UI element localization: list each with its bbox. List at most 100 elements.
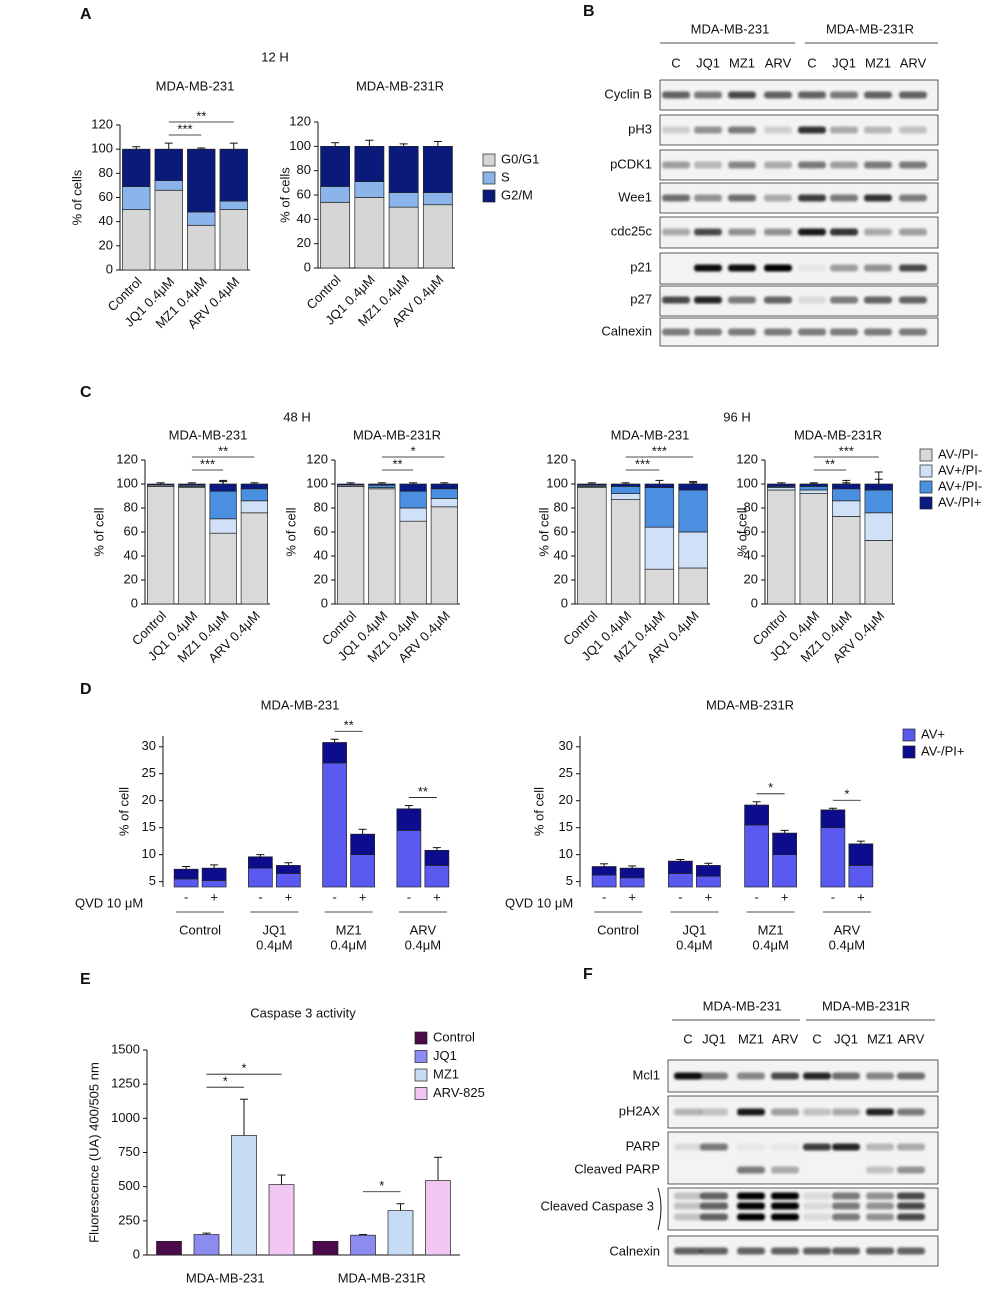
y-axis-label: Fluorescence (UA) 400/505 nm	[86, 1062, 101, 1243]
bar-segment	[799, 489, 828, 494]
significance-label: *	[241, 1061, 246, 1076]
blot-band	[694, 228, 722, 236]
bar-segment	[399, 520, 427, 605]
bar-segment	[619, 877, 645, 888]
y-tick-label: 0	[106, 261, 113, 276]
bar-segment	[276, 865, 301, 874]
bar-segment	[678, 483, 708, 491]
blot-band	[803, 1108, 831, 1116]
bar-segment	[767, 483, 796, 487]
significance-label: **	[218, 443, 228, 458]
treatment-label: -	[407, 889, 411, 904]
blot-band	[830, 264, 858, 272]
bar-segment	[820, 809, 846, 829]
blot-band	[728, 161, 756, 169]
bar-segment	[644, 526, 675, 570]
blot-band	[803, 1247, 831, 1255]
bar-segment	[864, 483, 893, 491]
legend-swatch	[919, 480, 933, 494]
blot-band	[864, 91, 892, 99]
treatment-label: +	[433, 889, 441, 904]
blot-band	[866, 1192, 894, 1200]
y-tick-label: 10	[142, 846, 156, 861]
treatment-title: QVD 10 μM	[75, 895, 143, 910]
bar-segment	[219, 148, 248, 202]
legend-label: AV-/PI-	[938, 446, 978, 461]
y-tick-label: 0	[751, 595, 758, 610]
blot-row-label: cdc25c	[611, 223, 653, 238]
legend-label: S	[501, 169, 510, 184]
blot-band	[700, 1192, 728, 1200]
lane-label: C	[671, 55, 680, 70]
blot-band	[771, 1108, 799, 1116]
y-tick-label: 120	[91, 116, 113, 131]
legend-swatch	[902, 728, 916, 742]
blot-band	[737, 1143, 765, 1151]
legend-swatch	[414, 1068, 428, 1082]
blot-band	[728, 126, 756, 134]
y-tick-label: 1250	[111, 1076, 140, 1091]
lane-label: ARV	[765, 55, 792, 70]
blot-band	[803, 1213, 831, 1221]
x-tick-label: MDA-MB-231	[186, 1270, 265, 1285]
y-tick-label: 0	[133, 1246, 140, 1261]
bar-segment	[610, 483, 641, 487]
group-label: Control	[179, 922, 221, 937]
bar-segment	[744, 824, 769, 888]
group-title: 96 H	[723, 409, 750, 424]
bar-segment	[430, 483, 459, 490]
blot-band	[728, 296, 756, 304]
bar-segment	[610, 493, 641, 500]
bar-segment	[591, 866, 617, 876]
treatment-label: +	[628, 889, 636, 904]
blot-band	[897, 1247, 925, 1255]
blot-band	[830, 228, 858, 236]
lane-label: MZ1	[865, 55, 891, 70]
bar-segment	[240, 512, 269, 605]
blot-band	[832, 1072, 860, 1080]
bar-segment	[422, 145, 453, 193]
bar	[425, 1180, 451, 1256]
y-tick-label: 750	[118, 1144, 140, 1159]
chart-title: MDA-MB-231	[169, 427, 248, 442]
y-tick-label: 80	[554, 499, 568, 514]
blot-band	[830, 91, 858, 99]
panel-label: D	[80, 681, 92, 698]
y-tick-label: 120	[306, 451, 328, 466]
blot-band	[864, 264, 892, 272]
y-tick-label: 60	[744, 523, 758, 538]
blot-band	[830, 126, 858, 134]
bar-segment	[336, 486, 365, 605]
bar-segment	[240, 483, 269, 490]
blot-band	[899, 194, 927, 202]
bar-segment	[678, 489, 708, 533]
bar-segment	[320, 186, 351, 203]
bar-segment	[696, 865, 721, 877]
blot-band	[803, 1072, 831, 1080]
group-label: 0.4μM	[829, 937, 865, 952]
blot-row-label: Mcl1	[633, 1067, 660, 1082]
bar-segment	[209, 518, 237, 534]
blot-group-label: MDA-MB-231	[703, 998, 782, 1013]
y-axis-label: % of cell	[91, 507, 106, 556]
significance-label: ***	[635, 456, 650, 471]
group-title: 48 H	[283, 409, 310, 424]
y-tick-label: 250	[118, 1212, 140, 1227]
bar-segment	[336, 483, 365, 486]
bar-segment	[668, 873, 693, 888]
bar-segment	[154, 180, 183, 191]
bar-segment	[767, 489, 796, 605]
bar-segment	[832, 500, 861, 517]
y-tick-label: 80	[99, 165, 113, 180]
blot-band	[771, 1247, 799, 1255]
y-tick-label: 120	[546, 451, 568, 466]
blot-band	[798, 228, 826, 236]
blot-band	[674, 1108, 702, 1116]
bar-segment	[354, 181, 385, 198]
y-axis-label: % of cells	[277, 167, 292, 223]
bar-segment	[201, 867, 227, 881]
blot-band	[662, 91, 690, 99]
blot-band	[694, 126, 722, 134]
bar-segment	[424, 849, 450, 866]
treatment-label: -	[258, 889, 262, 904]
